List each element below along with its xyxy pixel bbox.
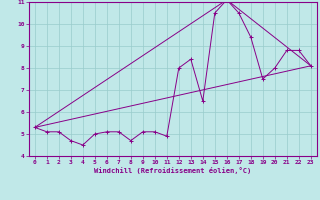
X-axis label: Windchill (Refroidissement éolien,°C): Windchill (Refroidissement éolien,°C): [94, 167, 252, 174]
